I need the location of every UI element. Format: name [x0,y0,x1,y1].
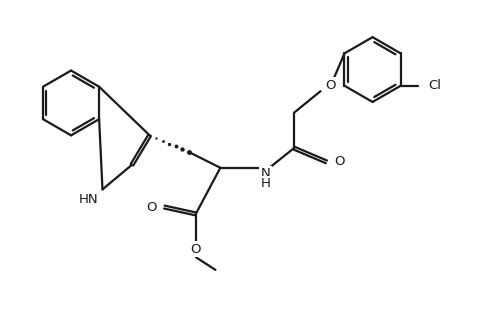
Text: N: N [261,167,271,180]
Text: H: H [261,177,271,190]
Text: HN: HN [79,193,98,206]
Text: O: O [146,201,156,214]
Text: O: O [326,79,336,92]
Text: Cl: Cl [428,79,441,92]
Text: O: O [191,243,201,256]
Text: O: O [334,155,345,168]
